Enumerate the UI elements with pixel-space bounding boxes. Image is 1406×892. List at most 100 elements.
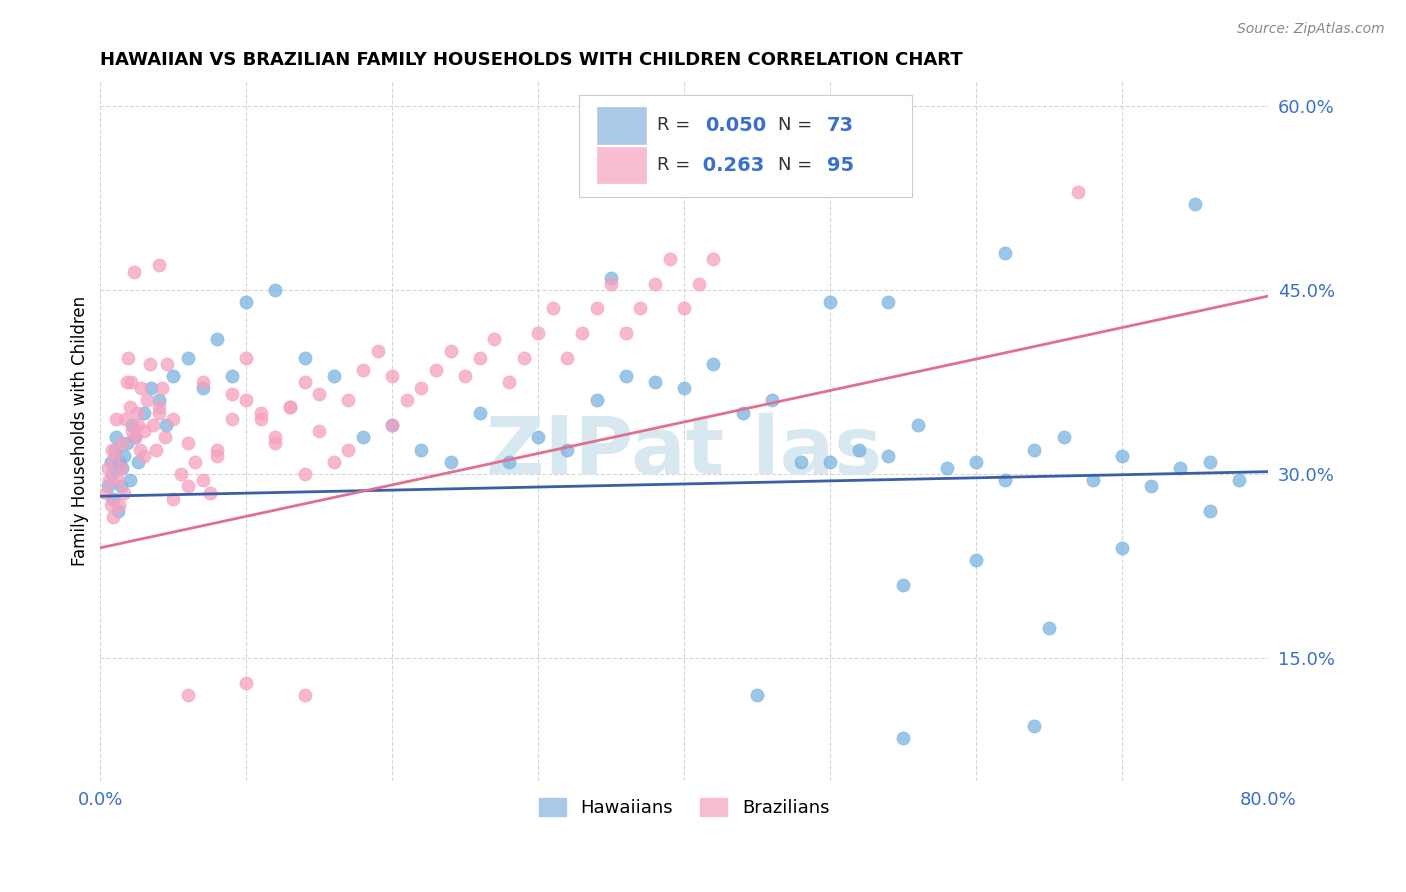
Point <box>527 430 550 444</box>
Point <box>127 417 149 432</box>
Point <box>294 375 316 389</box>
Point <box>381 368 404 383</box>
Point <box>191 473 214 487</box>
Point <box>994 246 1017 260</box>
Point <box>818 455 841 469</box>
Point <box>134 406 156 420</box>
Point <box>121 424 143 438</box>
Point <box>122 264 145 278</box>
Point <box>557 442 579 457</box>
Point <box>278 400 301 414</box>
Point <box>322 368 344 383</box>
Point <box>411 381 433 395</box>
Point <box>352 430 374 444</box>
Point <box>141 381 163 395</box>
Point <box>117 351 139 365</box>
Point <box>702 252 724 267</box>
Point <box>965 455 987 469</box>
Point <box>101 467 124 482</box>
Point <box>118 473 141 487</box>
Point <box>103 491 125 506</box>
Point <box>105 412 128 426</box>
Point <box>125 406 148 420</box>
Point <box>644 375 666 389</box>
Y-axis label: Family Households with Children: Family Households with Children <box>72 296 89 566</box>
Point <box>439 455 461 469</box>
Point <box>104 442 127 457</box>
Point <box>100 455 122 469</box>
Point <box>205 449 228 463</box>
Point <box>498 455 520 469</box>
Point <box>848 442 870 457</box>
Point <box>107 504 129 518</box>
Point <box>395 393 418 408</box>
Point <box>129 381 152 395</box>
FancyBboxPatch shape <box>596 147 645 184</box>
Point <box>818 295 841 310</box>
Point <box>148 406 170 420</box>
Point <box>177 688 200 702</box>
Text: 0.263: 0.263 <box>696 156 763 175</box>
Point <box>177 436 200 450</box>
Point <box>191 381 214 395</box>
Point <box>162 491 184 506</box>
Point <box>658 252 681 267</box>
Point <box>124 430 146 444</box>
Point <box>153 430 176 444</box>
Point <box>112 485 135 500</box>
Point <box>1024 719 1046 733</box>
Point <box>221 412 243 426</box>
Point <box>688 277 710 291</box>
Point <box>644 277 666 291</box>
Point <box>96 485 118 500</box>
Point <box>600 277 623 291</box>
Point <box>761 393 783 408</box>
Point <box>308 387 330 401</box>
Point <box>101 442 124 457</box>
Point <box>250 406 273 420</box>
Point <box>322 455 344 469</box>
Text: HAWAIIAN VS BRAZILIAN FAMILY HOUSEHOLDS WITH CHILDREN CORRELATION CHART: HAWAIIAN VS BRAZILIAN FAMILY HOUSEHOLDS … <box>100 51 963 69</box>
Point <box>103 510 125 524</box>
Point <box>994 473 1017 487</box>
Point <box>468 351 491 365</box>
Text: 95: 95 <box>827 156 853 175</box>
Point <box>264 436 287 450</box>
Point <box>98 473 121 487</box>
Point <box>1111 541 1133 555</box>
Point <box>250 412 273 426</box>
Point <box>454 368 477 383</box>
Text: R =: R = <box>657 156 696 174</box>
Point <box>557 351 579 365</box>
Point <box>571 326 593 340</box>
Point <box>221 387 243 401</box>
Point <box>235 393 257 408</box>
Point <box>169 467 191 482</box>
Point <box>205 442 228 457</box>
Point <box>614 368 637 383</box>
Point <box>148 393 170 408</box>
Point <box>112 449 135 463</box>
Point <box>294 351 316 365</box>
Point <box>198 485 221 500</box>
Point <box>965 553 987 567</box>
Point <box>264 430 287 444</box>
Point <box>294 688 316 702</box>
Point <box>1170 461 1192 475</box>
Point <box>790 455 813 469</box>
Point <box>156 357 179 371</box>
Point <box>907 417 929 432</box>
Point <box>235 351 257 365</box>
Point <box>221 368 243 383</box>
Point <box>731 406 754 420</box>
Point <box>585 393 607 408</box>
FancyBboxPatch shape <box>579 95 912 197</box>
Point <box>352 363 374 377</box>
Point <box>484 332 506 346</box>
Point <box>115 436 138 450</box>
Point <box>148 400 170 414</box>
Text: 0.050: 0.050 <box>706 116 766 135</box>
Point <box>162 368 184 383</box>
Text: Source: ZipAtlas.com: Source: ZipAtlas.com <box>1237 22 1385 37</box>
Point <box>1227 473 1250 487</box>
